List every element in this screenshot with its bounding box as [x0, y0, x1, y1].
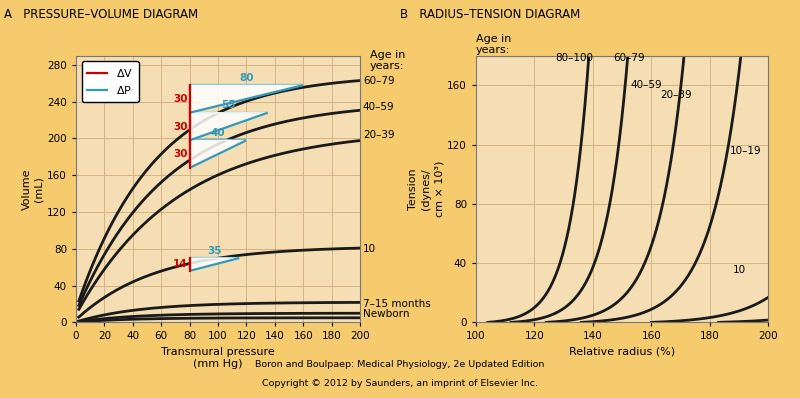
Text: 80–100: 80–100 — [555, 53, 593, 63]
Polygon shape — [190, 140, 246, 168]
Polygon shape — [190, 258, 239, 271]
Text: 14: 14 — [173, 259, 187, 269]
Text: 10: 10 — [363, 244, 376, 254]
Text: 30: 30 — [173, 121, 187, 131]
X-axis label: Transmural pressure
(mm Hg): Transmural pressure (mm Hg) — [161, 347, 275, 369]
Text: 40–59: 40–59 — [363, 102, 394, 112]
Text: 20–39: 20–39 — [660, 90, 691, 100]
Polygon shape — [190, 85, 303, 113]
Text: Newborn: Newborn — [363, 309, 410, 319]
Text: 40: 40 — [210, 128, 226, 138]
Text: 35: 35 — [207, 246, 222, 256]
Text: Copyright © 2012 by Saunders, an imprint of Elsevier Inc.: Copyright © 2012 by Saunders, an imprint… — [262, 379, 538, 388]
Text: 60–79: 60–79 — [614, 53, 645, 63]
Text: Age in
years:: Age in years: — [370, 50, 405, 71]
Y-axis label: Tension
(dynes/
cm × 10³): Tension (dynes/ cm × 10³) — [408, 161, 445, 217]
Text: 80: 80 — [239, 73, 254, 83]
Text: Boron and Boulpaep: Medical Physiology, 2e Updated Edition: Boron and Boulpaep: Medical Physiology, … — [255, 360, 545, 369]
Text: 40–59: 40–59 — [630, 80, 662, 90]
Polygon shape — [190, 113, 268, 140]
Text: 10–19: 10–19 — [730, 146, 762, 156]
Legend: $\Delta$V, $\Delta$P: $\Delta$V, $\Delta$P — [82, 61, 138, 102]
Text: 7–15 months: 7–15 months — [363, 299, 430, 309]
Text: 55: 55 — [222, 100, 236, 110]
X-axis label: Relative radius (%): Relative radius (%) — [569, 347, 675, 357]
Text: A   PRESSURE–VOLUME DIAGRAM: A PRESSURE–VOLUME DIAGRAM — [4, 8, 198, 21]
Text: Age in
years:: Age in years: — [476, 34, 511, 55]
Text: 10: 10 — [733, 265, 746, 275]
Text: B   RADIUS–TENSION DIAGRAM: B RADIUS–TENSION DIAGRAM — [400, 8, 580, 21]
Y-axis label: Volume
(mL): Volume (mL) — [22, 168, 43, 210]
Text: 30: 30 — [173, 94, 187, 104]
Text: 20–39: 20–39 — [363, 130, 394, 140]
Text: 30: 30 — [173, 149, 187, 159]
Text: 60–79: 60–79 — [363, 76, 394, 86]
